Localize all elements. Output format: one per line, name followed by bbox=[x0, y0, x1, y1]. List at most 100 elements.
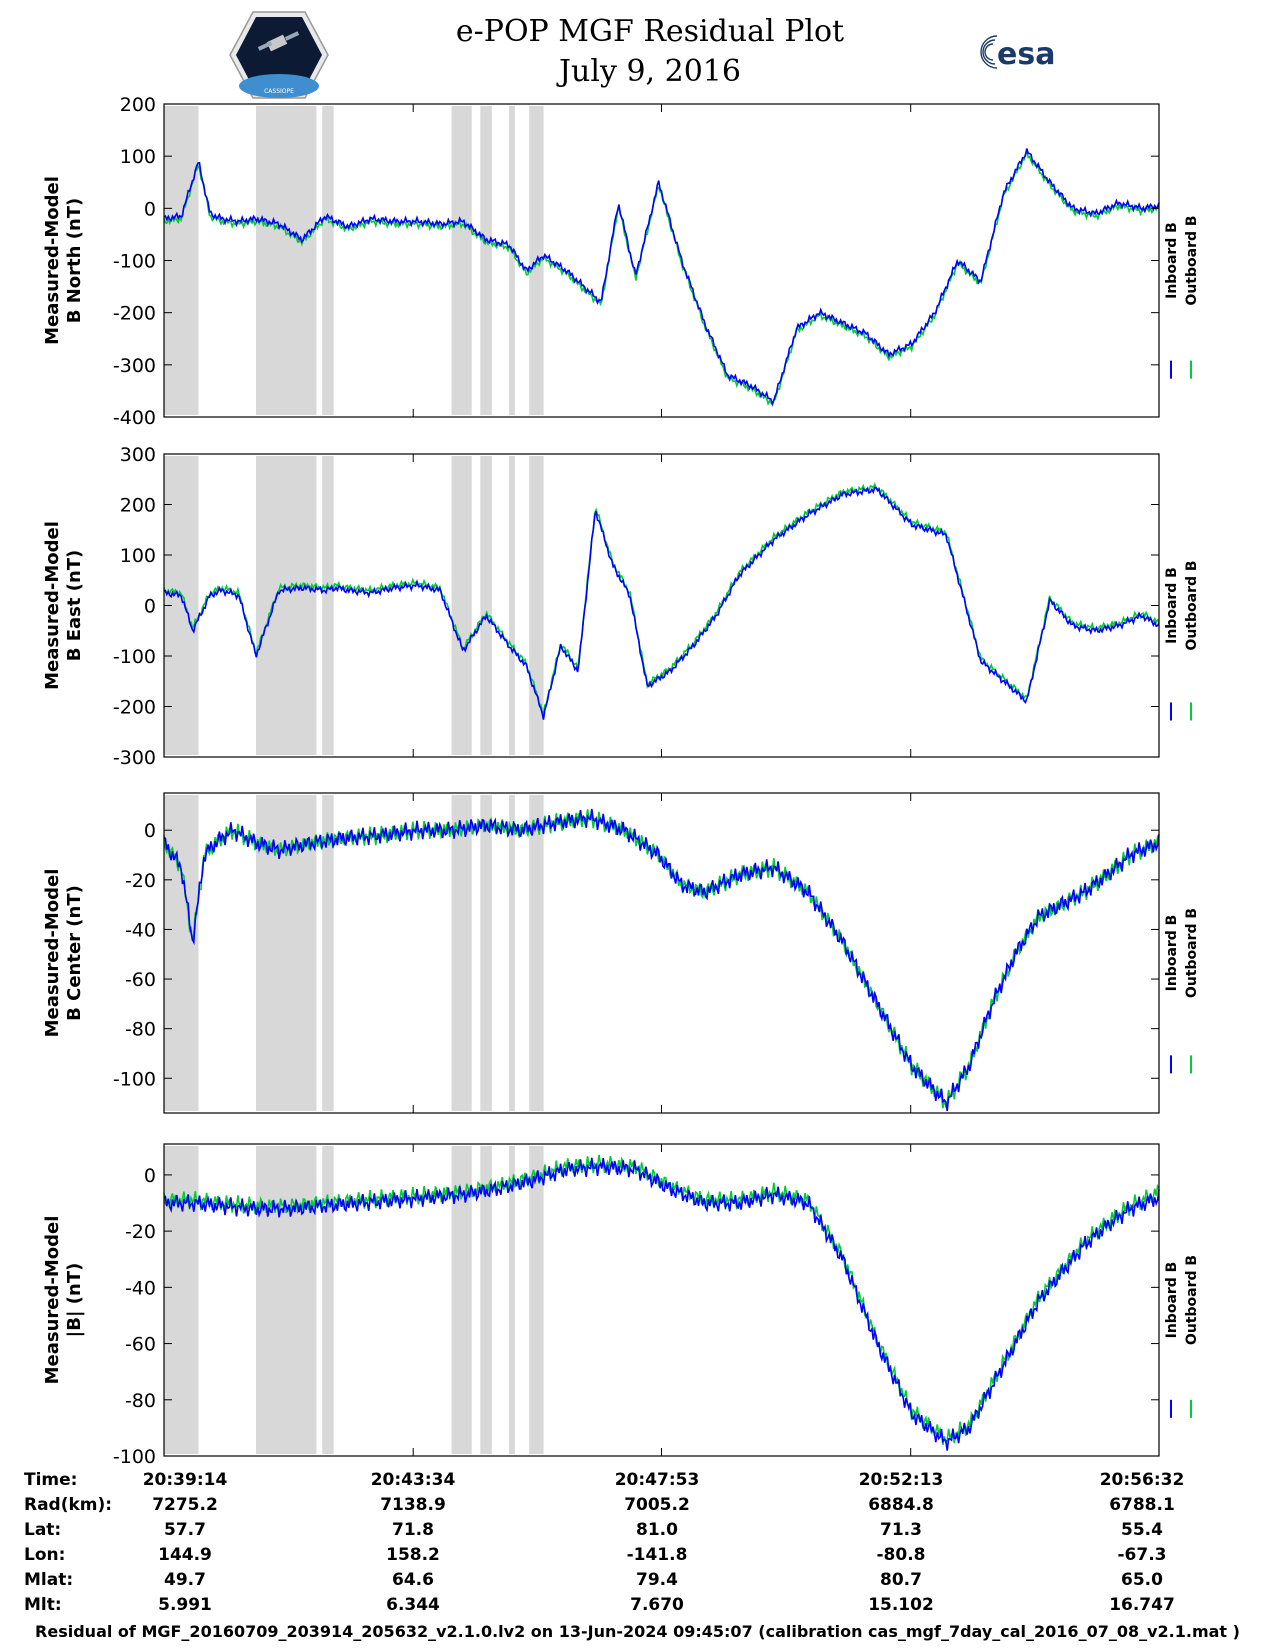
data-gap-3-5 bbox=[509, 1146, 515, 1454]
ephemeris-value: 20:47:53 bbox=[614, 1470, 700, 1490]
ephemeris-value: 144.9 bbox=[158, 1545, 212, 1565]
ytick-label-2-4: -80 bbox=[125, 1019, 156, 1041]
ytick-label-0-1: 100 bbox=[120, 146, 156, 168]
ephemeris-value: 7.670 bbox=[630, 1595, 684, 1615]
inboard-trace-1 bbox=[163, 486, 1160, 720]
ytick-label-1-0: 300 bbox=[120, 444, 156, 466]
inboard-trace-0 bbox=[163, 148, 1160, 407]
ylabel-line1-1: Measured-Model bbox=[42, 521, 63, 690]
ylabel-line2-0: B North (nT) bbox=[64, 198, 85, 324]
ytick-label-3-1: -20 bbox=[125, 1221, 156, 1243]
legend-outboard-3: Outboard B bbox=[1184, 1255, 1200, 1345]
data-gap-3-6 bbox=[529, 1146, 544, 1454]
ephemeris-value: -80.8 bbox=[876, 1545, 926, 1565]
ytick-label-1-2: 100 bbox=[120, 545, 156, 567]
data-gap-1-2 bbox=[322, 456, 334, 755]
ephemeris-value: 5.991 bbox=[158, 1595, 212, 1615]
ylabel-line1-3: Measured-Model bbox=[42, 1216, 63, 1385]
ephemeris-value: 20:56:32 bbox=[1099, 1470, 1185, 1490]
data-gap-3-4 bbox=[480, 1146, 492, 1454]
ytick-label-0-2: 0 bbox=[144, 198, 156, 220]
data-gap-0-3 bbox=[451, 106, 472, 415]
data-gap-2-5 bbox=[509, 795, 515, 1111]
data-gap-1-5 bbox=[509, 456, 515, 755]
legend-inboard-3: Inboard B bbox=[1164, 1262, 1180, 1339]
esa-logo: esa bbox=[980, 35, 1055, 72]
ylabel-line2-3: |B| (nT) bbox=[64, 1263, 85, 1338]
ytick-label-3-5: -100 bbox=[113, 1446, 156, 1468]
data-gap-2-2 bbox=[322, 795, 334, 1111]
legend-outboard-0: Outboard B bbox=[1184, 215, 1200, 305]
ytick-label-3-0: 0 bbox=[144, 1165, 156, 1187]
ephemeris-value: 57.7 bbox=[164, 1520, 206, 1540]
ephemeris-value: -67.3 bbox=[1117, 1545, 1167, 1565]
data-gap-0-1 bbox=[256, 106, 317, 415]
ylabel-line2-1: B East (nT) bbox=[64, 550, 85, 662]
ephemeris-value: 15.102 bbox=[868, 1595, 934, 1615]
data-gap-2-6 bbox=[529, 795, 544, 1111]
inboard-trace-3 bbox=[163, 1157, 1160, 1451]
ephemeris-label: Time: bbox=[24, 1470, 78, 1490]
ephemeris-value: 20:39:14 bbox=[142, 1470, 228, 1490]
ytick-label-3-2: -40 bbox=[125, 1277, 156, 1299]
ephemeris-value: 6.344 bbox=[386, 1595, 440, 1615]
outboard-trace-2 bbox=[163, 809, 1160, 1109]
footer-note: Residual of MGF_20160709_203914_205632_v… bbox=[35, 1622, 1240, 1641]
ytick-label-2-5: -100 bbox=[113, 1068, 156, 1090]
ytick-label-0-3: -100 bbox=[113, 251, 156, 273]
ephemeris-value: 64.6 bbox=[392, 1570, 434, 1590]
cassiope-logo-text: CASSIOPE bbox=[264, 88, 294, 95]
ylabel-line2-2: B Center (nT) bbox=[64, 885, 85, 1021]
inboard-trace-2 bbox=[163, 808, 1160, 1112]
ephemeris-value: -141.8 bbox=[626, 1545, 688, 1565]
legend-inboard-1: Inboard B bbox=[1164, 567, 1180, 644]
ytick-label-1-5: -200 bbox=[113, 697, 156, 719]
esa-logo-text: esa bbox=[997, 37, 1055, 72]
ephemeris-value: 6884.8 bbox=[868, 1495, 934, 1515]
outboard-trace-1 bbox=[163, 481, 1160, 717]
ephemeris-value: 7138.9 bbox=[380, 1495, 446, 1515]
legend-outboard-2: Outboard B bbox=[1184, 908, 1200, 998]
legend-outboard-1: Outboard B bbox=[1184, 560, 1200, 650]
ytick-label-2-2: -40 bbox=[125, 919, 156, 941]
ephemeris-value: 16.747 bbox=[1109, 1595, 1175, 1615]
ephemeris-value: 7275.2 bbox=[152, 1495, 218, 1515]
data-gap-2-3 bbox=[451, 795, 472, 1111]
ephemeris-label: Lat: bbox=[24, 1520, 62, 1540]
ytick-label-2-1: -20 bbox=[125, 870, 156, 892]
ephemeris-value: 65.0 bbox=[1121, 1570, 1163, 1590]
data-gap-3-3 bbox=[451, 1146, 472, 1454]
ytick-label-0-5: -300 bbox=[113, 355, 156, 377]
data-gap-0-4 bbox=[480, 106, 492, 415]
ephemeris-label: Lon: bbox=[24, 1545, 66, 1565]
ytick-label-2-3: -60 bbox=[125, 969, 156, 991]
data-gap-2-0 bbox=[164, 795, 199, 1111]
legend-inboard-2: Inboard B bbox=[1164, 915, 1180, 992]
ephemeris-value: 71.8 bbox=[392, 1520, 434, 1540]
data-gap-1-1 bbox=[256, 456, 317, 755]
ephemeris-label: Mlat: bbox=[24, 1570, 74, 1590]
ylabel-line1-0: Measured-Model bbox=[42, 176, 63, 345]
ylabel-line1-2: Measured-Model bbox=[42, 869, 63, 1038]
plot-date: July 9, 2016 bbox=[559, 54, 741, 89]
ytick-label-0-4: -200 bbox=[113, 303, 156, 325]
data-gap-3-0 bbox=[164, 1146, 199, 1454]
ephemeris-value: 81.0 bbox=[636, 1520, 678, 1540]
ytick-label-1-3: 0 bbox=[144, 596, 156, 618]
ytick-label-0-6: -400 bbox=[113, 407, 156, 429]
data-gap-3-1 bbox=[256, 1146, 317, 1454]
data-gap-1-3 bbox=[451, 456, 472, 755]
ephemeris-value: 20:52:13 bbox=[858, 1470, 944, 1490]
ephemeris-value: 71.3 bbox=[880, 1520, 922, 1540]
ephemeris-value: 20:43:34 bbox=[370, 1470, 456, 1490]
data-gap-0-2 bbox=[322, 106, 334, 415]
data-gap-3-2 bbox=[322, 1146, 334, 1454]
ephemeris-value: 158.2 bbox=[386, 1545, 440, 1565]
ytick-label-1-1: 200 bbox=[120, 495, 156, 517]
plot-title: e-POP MGF Residual Plot bbox=[455, 14, 845, 49]
legend-inboard-0: Inboard B bbox=[1164, 222, 1180, 299]
ytick-label-2-0: 0 bbox=[144, 820, 156, 842]
ephemeris-label: Mlt: bbox=[24, 1595, 62, 1615]
ytick-label-1-4: -100 bbox=[113, 646, 156, 668]
